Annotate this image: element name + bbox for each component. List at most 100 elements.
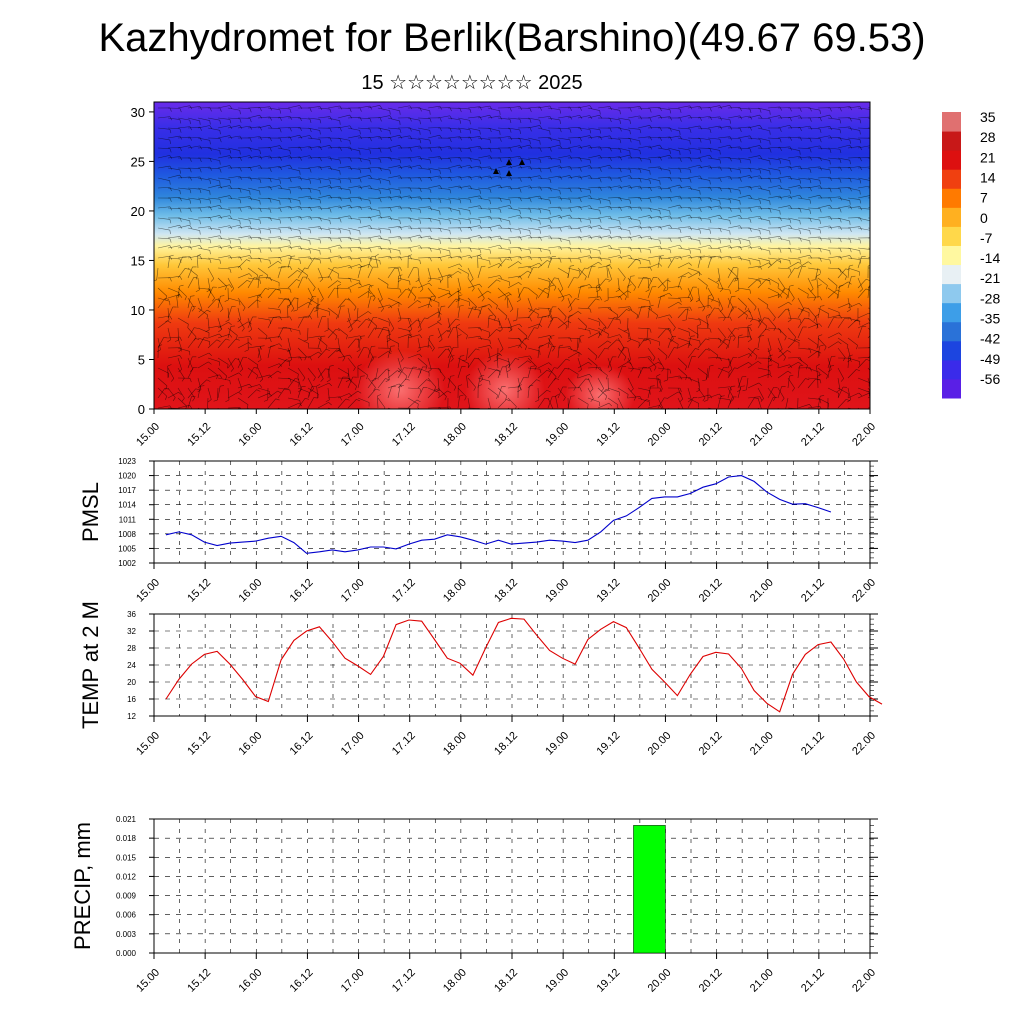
wind-barb [379,117,382,122]
wind-barb [437,176,450,179]
wind-barb [697,165,710,169]
wind-barb [437,287,450,292]
wind-barb [717,217,730,221]
wind-barb [868,264,870,267]
wind-barb [177,317,189,325]
wind-barb [497,217,510,222]
wind-barb [479,106,483,111]
wind-barb [249,419,252,422]
wind-barb [309,119,312,124]
wind-barb [237,125,250,129]
wind-barb [187,187,200,190]
wind-barb [880,310,881,314]
wind-barb [357,174,370,179]
wind-barb [597,306,610,309]
wind-barb [569,155,573,160]
wind-barb [781,419,784,422]
wind-barb [657,154,670,159]
wind-barb [349,189,352,194]
wind-barb [817,126,830,129]
colorbar-label: -14 [980,250,1000,266]
wind-barb [197,287,210,290]
wind-barb [189,225,193,229]
wind-barb [699,190,701,195]
wind-barb [730,308,734,312]
wind-barb [227,256,240,259]
wind-barb [785,308,790,311]
wind-barb [569,225,573,230]
wind-barb [307,187,320,191]
x-tick-label: 18.00 [441,730,469,758]
wind-barb [449,250,451,255]
wind-barb [587,155,600,159]
wind-barb [497,292,509,299]
wind-barb [447,274,452,277]
wind-barb [733,279,738,282]
wind-barb [424,317,429,319]
wind-barb [285,298,290,300]
wind-barb [559,227,562,232]
wind-barb [809,156,813,161]
wind-barb [697,116,710,119]
wind-barb [437,197,450,200]
wind-barb [709,305,713,309]
wind-barb [157,116,170,119]
wind-barb [794,267,799,270]
wind-barb [766,279,771,282]
wind-barb [217,195,230,199]
wind-barb [569,208,572,212]
wind-barb [807,145,820,149]
x-tick-label: 19.00 [543,730,571,758]
wind-barb [769,178,772,183]
wind-barb [747,185,760,189]
wind-barb [467,273,469,278]
wind-barb [497,258,506,269]
wind-barb [807,307,816,318]
wind-barb [349,278,352,283]
wind-barb [519,164,523,169]
x-tick-label: 16.12 [288,421,316,449]
wind-barb [169,219,172,224]
wind-barb [177,117,190,121]
wind-barb [469,164,473,169]
wind-barb [537,197,550,201]
wind-barb [739,246,743,250]
wind-barb [767,106,780,109]
wind-barb [756,279,761,282]
wind-barb [209,140,211,145]
wind-barb [547,157,560,160]
wind-barb [637,226,650,229]
wind-barb [227,187,240,190]
wind-barb [279,109,282,114]
wind-barb [729,119,732,124]
wind-barb [477,304,490,309]
wind-barb [669,328,672,333]
wind-barb [687,137,700,140]
wind-barb [699,256,703,260]
wind-barb [569,139,572,144]
wind-barb [549,250,551,255]
wind-barb [379,158,382,163]
wind-barb [597,186,610,189]
wind-barb [427,156,440,159]
wind-barb [809,148,812,153]
wind-barb [387,134,400,139]
x-tick-label: 21.00 [748,577,776,605]
wind-barb [807,117,821,119]
wind-barb [379,167,382,172]
wind-barb [497,287,507,297]
wind-barb [647,156,660,159]
wind-barb [479,130,481,135]
wind-barb [216,416,217,420]
y-tick-label: 1002 [118,559,136,568]
wind-barb [265,335,268,340]
wind-barb [848,303,853,307]
wind-barb [357,206,370,209]
wind-barb [857,288,867,299]
wind-barb [429,169,432,174]
wind-barb [570,265,575,267]
wind-barb [749,218,752,223]
wind-barb [649,125,653,129]
wind-barb [637,167,650,171]
wind-barb [727,267,734,279]
